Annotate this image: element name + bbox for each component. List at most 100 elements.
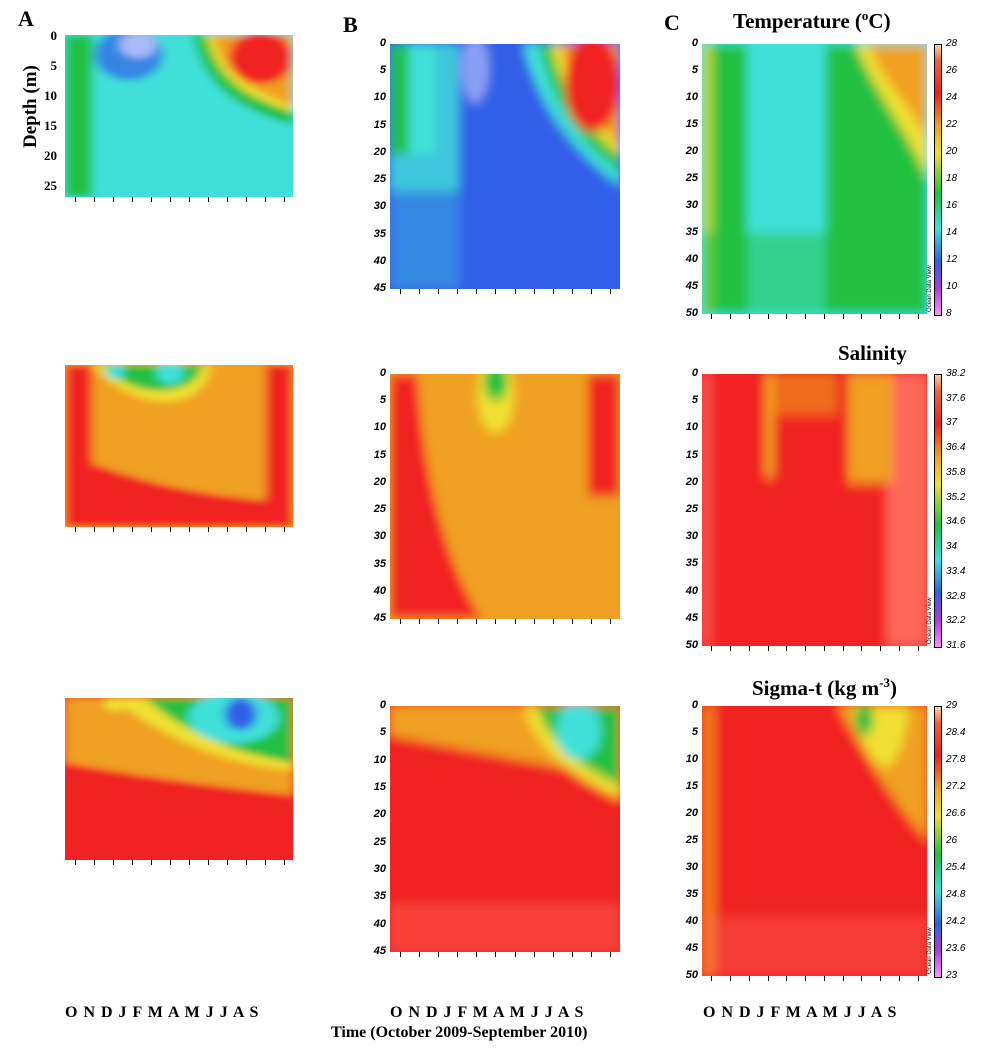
y-tick-label: 40 (685, 915, 698, 927)
y-tick-label: 10 (373, 753, 386, 766)
x-tick (150, 860, 152, 865)
x-tick (476, 619, 478, 624)
x-tick (74, 527, 76, 532)
x-tick (610, 289, 612, 294)
x-tick (898, 646, 900, 651)
x-tick (495, 289, 497, 294)
colorbar-tick-label: 32.2 (946, 615, 966, 627)
heatmap-field (65, 35, 293, 197)
colorbar-tick-label: 16 (946, 200, 958, 211)
colorbar-tick-label: 26 (946, 65, 958, 76)
colorbar-tick-label: 23.6 (946, 943, 966, 954)
x-tick (786, 976, 788, 981)
title-sigma-t: Sigma-t (kg m-3) (752, 675, 898, 700)
x-tick (767, 646, 769, 651)
x-tick (188, 197, 190, 202)
colorbar-tick-label: 35.2 (946, 491, 966, 503)
colorbar-tick-label: 28.4 (946, 727, 966, 738)
heatmap-field (702, 44, 927, 314)
x-tick (767, 314, 769, 319)
x-tick (74, 197, 76, 202)
y-tick-label: 0 (379, 37, 386, 49)
y-tick-label: 10 (373, 91, 386, 104)
colorbar-tick-label: 33.4 (946, 565, 966, 577)
x-tick (457, 289, 459, 294)
x-tick (880, 646, 882, 651)
colorbar-tick-label: 27.2 (946, 781, 966, 792)
x-tick (418, 619, 420, 624)
x-tick (552, 619, 554, 624)
x-tick (495, 619, 497, 624)
x-tick (823, 976, 825, 981)
x-tick (112, 197, 114, 202)
y-tick-label: 35 (685, 557, 698, 570)
y-tick-label: 25 (685, 834, 698, 846)
colorbar-tick-label: 31.6 (946, 640, 966, 651)
x-tick (610, 952, 612, 957)
y-tick-label: 25 (44, 178, 57, 193)
colorbar-tick-label: 35.8 (946, 466, 966, 478)
y-tick-label: 5 (379, 726, 386, 739)
y-tick-label: 30 (685, 530, 698, 543)
y-tick-label: 10 (685, 421, 698, 434)
colorbar-salinity (934, 374, 942, 648)
y-tick-label: 30 (373, 863, 386, 875)
x-tick (533, 952, 535, 957)
x-tick (418, 289, 420, 294)
colorbar-brand-label: Ocean Data View (927, 597, 933, 644)
y-tick-label: 20 (44, 148, 57, 163)
y-tick-label: 5 (50, 58, 58, 73)
y-tick-label: 5 (379, 64, 386, 77)
x-tick (711, 976, 713, 981)
x-axis-months-b: O N D J F M A M J J A S (390, 1004, 585, 1021)
x-tick (264, 197, 266, 202)
y-tick-label: 0 (50, 28, 58, 43)
x-tick (514, 619, 516, 624)
y-tick-label: 45 (373, 945, 386, 957)
x-tick (112, 527, 114, 532)
x-tick (418, 952, 420, 957)
x-tick (917, 314, 919, 319)
y-tick-label: 15 (685, 118, 698, 130)
y-tick-label: 50 (685, 639, 698, 651)
x-tick (93, 197, 95, 202)
column-header-a: A (18, 6, 34, 31)
y-tick-label: 25 (373, 503, 386, 516)
colorbar-tick-label: 23 (946, 970, 958, 981)
x-tick (399, 952, 401, 957)
heatmap-field (702, 706, 927, 976)
x-tick (730, 976, 732, 981)
x-tick (552, 289, 554, 294)
colorbar-tick-label: 28 (946, 38, 958, 49)
y-tick-label: 40 (373, 917, 386, 930)
x-tick (805, 314, 807, 319)
y-tick-label: 40 (685, 584, 698, 597)
x-tick (748, 646, 750, 651)
x-tick (93, 860, 95, 865)
y-tick-label: 10 (685, 91, 698, 103)
x-tick (711, 646, 713, 651)
x-tick (823, 646, 825, 651)
x-tick (591, 619, 593, 624)
x-tick (74, 860, 76, 865)
colorbar-tick-label: 37 (946, 417, 958, 429)
colorbar-tick-label: 14 (946, 227, 958, 238)
y-tick-label: 50 (685, 969, 698, 981)
x-tick (93, 527, 95, 532)
y-tick-label: 30 (373, 200, 386, 213)
y-tick-label: 15 (685, 780, 698, 792)
y-tick-label: 45 (685, 280, 698, 292)
y-tick-label: 5 (691, 726, 698, 738)
y-tick-label: 0 (379, 367, 386, 379)
x-tick (207, 527, 209, 532)
x-tick (730, 314, 732, 319)
x-tick (786, 314, 788, 319)
y-tick-label: 30 (685, 861, 698, 873)
x-tick (767, 976, 769, 981)
y-tick-label: 15 (44, 118, 57, 133)
panel-a-temperature: 0 5 10 15 20 25 (44, 28, 293, 202)
y-tick-label: 15 (373, 118, 386, 131)
x-tick (572, 619, 574, 624)
colorbar-sigma-t (934, 706, 942, 978)
x-tick (207, 860, 209, 865)
